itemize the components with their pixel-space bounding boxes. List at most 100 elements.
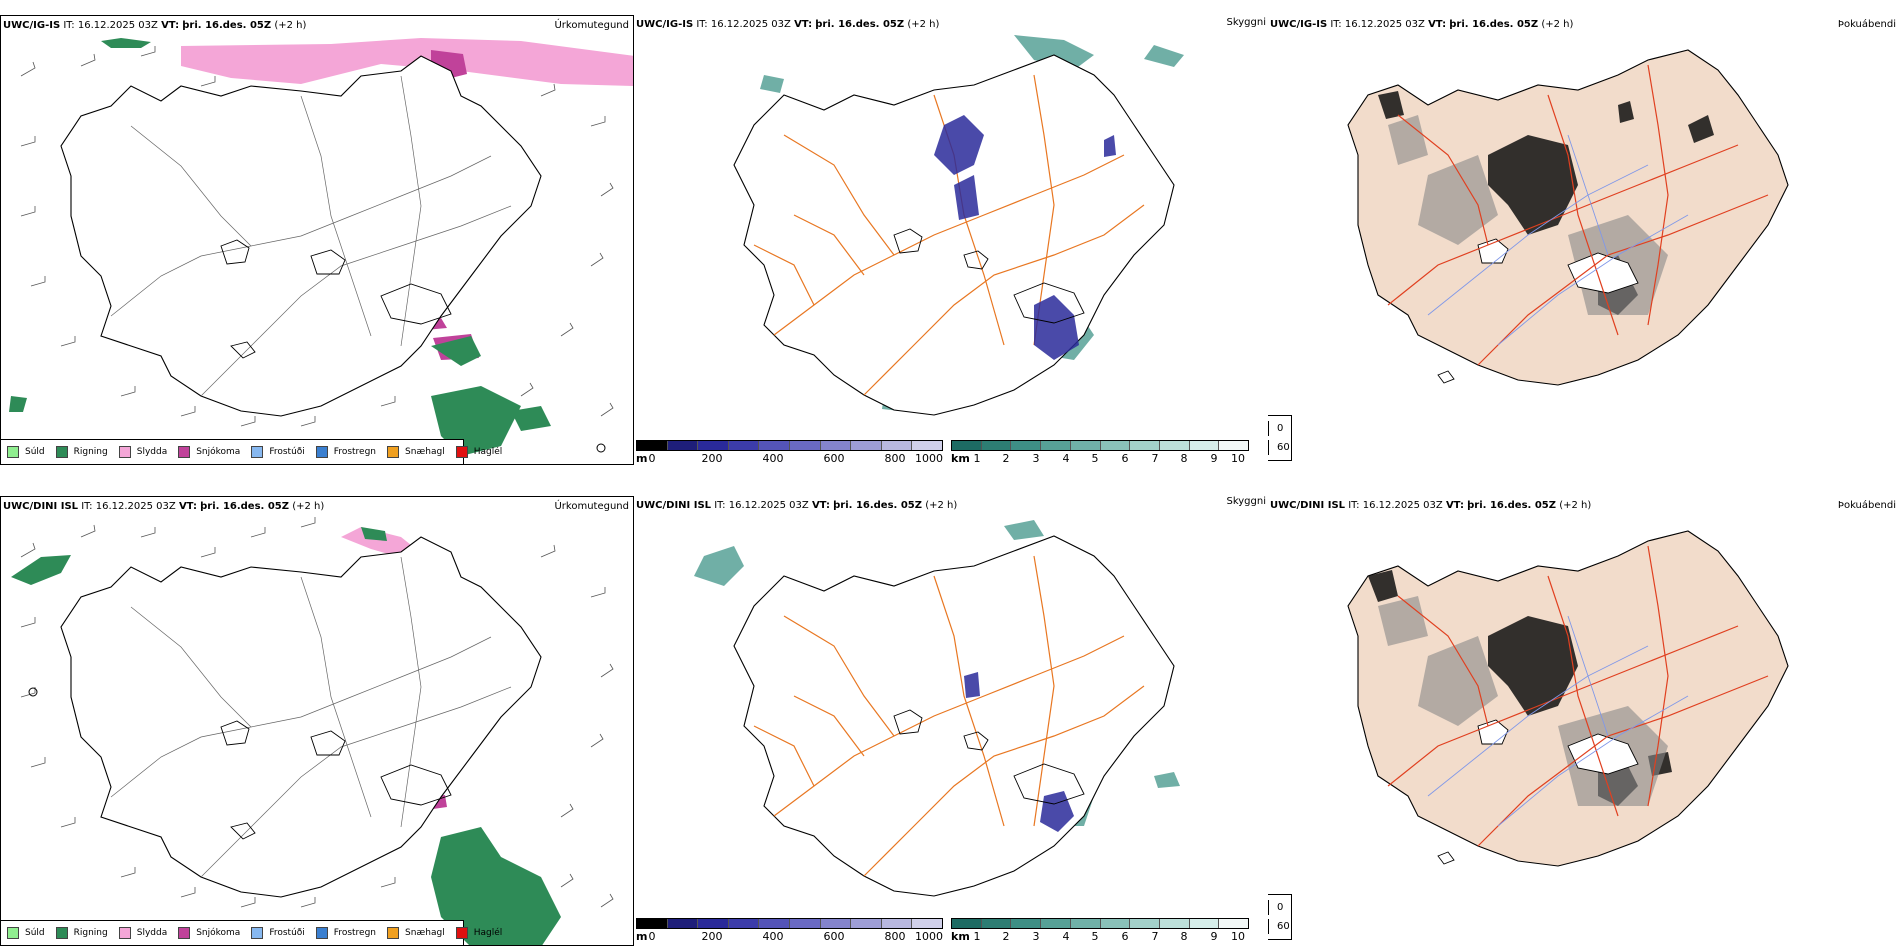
panel-title: UWC/DINI ISL IT: 16.12.2025 03Z VT: þri.…	[1270, 500, 1592, 511]
legend-item-slydda: Slydda	[118, 927, 167, 939]
precip-type-legend: Súld Rigning Slydda Snjókoma Frostúði Fr…	[1, 920, 502, 945]
cloudbase-tick: 600	[823, 452, 845, 465]
roads-red	[1387, 545, 1769, 847]
fog-legend-row: 0	[1268, 900, 1283, 915]
cloudbase-tick: 800	[884, 452, 906, 465]
visibility-tick: 10	[1231, 452, 1245, 465]
legend-swatch	[7, 446, 19, 458]
cloudbase-swatch	[698, 441, 729, 450]
glaciers	[893, 709, 1085, 805]
fog-dark-areas	[1378, 91, 1714, 315]
cloudbase-colorbar: m 0 200 400 600 800 1000	[636, 440, 946, 465]
fog-legend: 0 60	[1268, 415, 1292, 461]
legend-item-haglel: Haglél	[455, 927, 502, 939]
visibility-tick: 1	[973, 930, 981, 943]
legend-item-frostudi: Frostúði	[251, 927, 305, 939]
panel-type-label: Úrkomutegund	[554, 501, 629, 512]
visibility-tick: 6	[1121, 452, 1129, 465]
cloudbase-unit: m	[636, 930, 648, 943]
legend-item-suld: Súld	[7, 927, 45, 939]
sleet-area	[341, 527, 421, 557]
fog-legend: 0 60	[1268, 894, 1292, 940]
cloudbase-tick: 200	[701, 930, 723, 943]
visibility-unit: km	[951, 930, 970, 943]
rivers	[1427, 615, 1689, 827]
visibility-swatch	[1041, 441, 1071, 450]
visibility-tick: 7	[1151, 930, 1159, 943]
visibility-swatch	[1011, 441, 1042, 450]
cloudbase-swatch	[728, 919, 760, 928]
iceland-coastline	[733, 535, 1175, 897]
fog-panel-bottom: UWC/DINI ISL IT: 16.12.2025 03Z VT: þri.…	[1268, 496, 1900, 946]
rivers	[1427, 134, 1689, 346]
legend-swatch	[387, 927, 400, 939]
fog-legend-row: 0	[1268, 421, 1283, 436]
visibility-tick: 1	[973, 452, 981, 465]
visibility-swatch	[1189, 919, 1220, 928]
legend-swatch	[55, 446, 68, 458]
precip-type-panel-top: UWC/IG-IS IT: 16.12.2025 03Z VT: þri. 16…	[0, 15, 634, 465]
visibility-tick: 2	[1002, 930, 1010, 943]
legend-item-rigning: Rigning	[55, 446, 108, 458]
visibility-swatch	[1041, 919, 1071, 928]
fog-swatch	[1268, 900, 1269, 915]
cloudbase-swatch	[851, 441, 882, 450]
cloudbase-swatch	[789, 441, 821, 450]
fog-dark-areas	[1368, 570, 1672, 806]
cloudbase-swatch	[698, 919, 729, 928]
visibility-swatch	[1219, 919, 1249, 928]
legend-swatch	[315, 446, 328, 458]
legend-swatch	[178, 927, 191, 939]
visibility-swatch	[1100, 441, 1131, 450]
legend-item-frostregn: Frostregn	[315, 927, 376, 939]
legend-item-snaehagl: Snæhagl	[387, 446, 445, 458]
visibility-swatch	[1100, 919, 1131, 928]
visibility-swatch	[1070, 441, 1101, 450]
visibility-swatch	[1159, 919, 1190, 928]
fog-map	[1347, 530, 1789, 867]
legend-swatch	[118, 446, 131, 458]
road-network	[110, 75, 512, 397]
visibility-swatch	[1159, 441, 1190, 450]
visibility-bar	[951, 918, 1249, 929]
visibility-panel-bottom: UWC/DINI ISL IT: 16.12.2025 03Z VT: þri.…	[634, 496, 1268, 946]
cloudbase-unit: m	[636, 452, 648, 465]
precip-map	[11, 517, 614, 945]
legend-item-snjokoma: Snjókoma	[178, 927, 240, 939]
legend-item-suld: Súld	[7, 446, 45, 458]
cloudbase-swatch	[820, 919, 852, 928]
visibility-tick: 5	[1091, 452, 1099, 465]
iceland-coastline	[733, 54, 1175, 416]
panel-type-label: Skyggni	[1226, 17, 1266, 28]
cloudbase-swatch	[820, 441, 852, 450]
visibility-panel-top: UWC/IG-IS IT: 16.12.2025 03Z VT: þri. 16…	[634, 15, 1268, 465]
legend-item-snjokoma: Snjókoma	[178, 446, 240, 458]
legend-item-slydda: Slydda	[118, 446, 167, 458]
cloudbase-swatch	[851, 919, 882, 928]
visibility-swatch	[1130, 441, 1160, 450]
rain-area	[9, 38, 551, 456]
panel-title: UWC/IG-IS IT: 16.12.2025 03Z VT: þri. 16…	[1270, 19, 1574, 30]
cloudbase-swatch	[759, 919, 790, 928]
fog-legend-row: 60	[1268, 919, 1290, 934]
cloudbase-swatch	[667, 919, 699, 928]
cloudbase-low-areas	[934, 115, 1116, 360]
panel-type-label: Þokuábendi	[1837, 19, 1896, 30]
visibility-tick: 8	[1180, 452, 1188, 465]
sleet-area	[181, 38, 633, 86]
precip-type-legend: Súld Rigning Slydda Snjókoma Frostúði Fr…	[1, 439, 502, 464]
cloudbase-tick: 400	[762, 930, 784, 943]
visibility-tick: 4	[1062, 452, 1070, 465]
visibility-colorbar: km 1 2 3 4 5 6 7 8 9 10	[951, 918, 1251, 946]
panel-type-label: Skyggni	[1226, 496, 1266, 507]
road-network	[753, 555, 1145, 877]
cloudbase-tick: 1000	[915, 452, 943, 465]
cloudbase-swatch	[759, 441, 790, 450]
cloudbase-bar	[636, 918, 943, 929]
visibility-colorbar: km 1 2 3 4 5 6 7 8 9 10	[951, 440, 1251, 465]
legend-item-snaehagl: Snæhagl	[387, 927, 445, 939]
visibility-tick: 4	[1062, 930, 1070, 943]
visibility-swatch	[1219, 441, 1249, 450]
panel-title: UWC/DINI ISL IT: 16.12.2025 03Z VT: þri.…	[636, 500, 958, 511]
precip-map	[9, 38, 633, 456]
